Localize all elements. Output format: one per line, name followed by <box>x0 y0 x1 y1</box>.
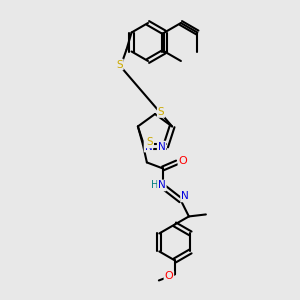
Text: N: N <box>145 142 152 152</box>
Text: S: S <box>158 107 164 117</box>
Text: N: N <box>158 142 166 152</box>
Text: O: O <box>178 156 187 167</box>
Text: S: S <box>116 59 123 70</box>
Text: N: N <box>158 180 166 190</box>
Text: O: O <box>164 272 173 281</box>
Text: H: H <box>151 180 159 190</box>
Text: S: S <box>147 137 153 147</box>
Text: N: N <box>181 191 189 201</box>
